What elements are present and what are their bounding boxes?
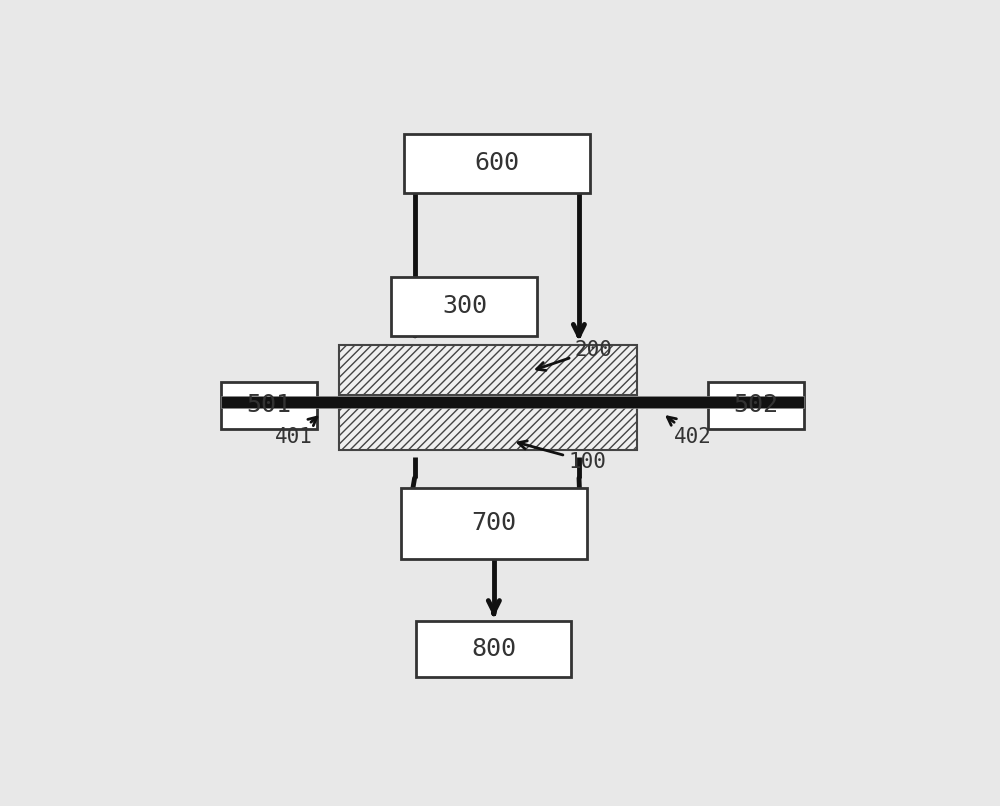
Text: 200: 200 — [537, 340, 612, 371]
Bar — [391, 276, 537, 335]
Text: 502: 502 — [734, 393, 779, 418]
Text: 300: 300 — [442, 294, 487, 318]
Text: 501: 501 — [246, 393, 291, 418]
Bar — [416, 621, 571, 677]
Text: 402: 402 — [667, 417, 711, 447]
Text: 401: 401 — [275, 417, 317, 447]
Bar — [339, 401, 637, 451]
Text: 100: 100 — [518, 441, 606, 472]
Bar — [404, 134, 590, 193]
Bar — [339, 345, 637, 395]
Text: 700: 700 — [471, 511, 516, 535]
Bar — [221, 397, 804, 408]
Bar — [708, 382, 804, 429]
Bar — [401, 488, 587, 559]
Text: 800: 800 — [471, 637, 516, 661]
Bar — [221, 382, 317, 429]
Text: 600: 600 — [474, 152, 519, 176]
